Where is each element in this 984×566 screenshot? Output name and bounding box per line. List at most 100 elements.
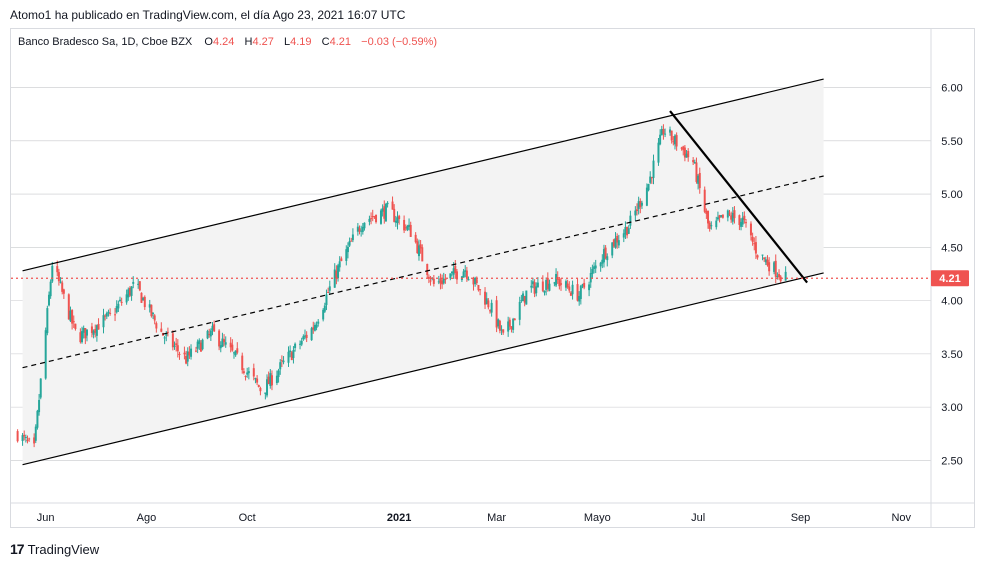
candle-body <box>246 372 249 375</box>
candle-body <box>513 318 516 321</box>
legend-change: −0.03 (−0.59%) <box>361 36 438 48</box>
candle-body <box>683 147 686 158</box>
x-tick-label: Sep <box>791 512 811 524</box>
candle-body <box>153 315 156 321</box>
candle-body <box>408 224 411 227</box>
candle-body <box>763 257 766 260</box>
candle-body <box>280 360 283 362</box>
candle-body <box>406 225 409 230</box>
candle-body <box>437 281 440 283</box>
candle-body <box>455 271 458 280</box>
y-tick-label: 6.00 <box>941 83 962 95</box>
candle-body <box>28 438 31 440</box>
candle-body <box>138 281 141 291</box>
candle-body <box>451 271 454 273</box>
candle-body <box>61 282 64 292</box>
candle-body <box>773 262 776 272</box>
candle-body <box>664 133 667 135</box>
candle-body <box>185 355 188 364</box>
candle-body <box>325 294 328 306</box>
candle-body <box>175 343 178 346</box>
legend-open-value: 4.24 <box>212 36 235 48</box>
candle-body <box>279 362 282 370</box>
candle-body <box>695 162 698 182</box>
candle-body <box>104 315 107 317</box>
candle-body <box>589 272 592 283</box>
candle-body <box>252 368 255 377</box>
candle-body <box>72 321 75 323</box>
x-tick-label: 2021 <box>387 512 411 524</box>
candle-body <box>85 329 88 336</box>
candle-body <box>715 220 718 228</box>
candle-body <box>745 222 748 224</box>
candle-body <box>495 300 498 328</box>
candle-body <box>257 384 260 387</box>
candle-body <box>74 323 77 330</box>
candle-body <box>439 278 442 284</box>
candle-body <box>635 209 638 211</box>
candle-body <box>36 410 39 428</box>
candle-body <box>432 278 435 284</box>
candle-body <box>498 320 501 331</box>
candle-body <box>383 206 386 219</box>
candle-body <box>39 378 42 398</box>
legend-low-label: L <box>284 36 291 48</box>
candle-body <box>142 298 145 301</box>
candle-body <box>266 379 269 396</box>
candle-body <box>231 344 234 351</box>
candle-body <box>409 224 412 237</box>
candle-body <box>487 300 490 308</box>
candle-body <box>533 282 536 294</box>
candle-body <box>569 292 572 296</box>
candle-body <box>79 332 82 343</box>
candle-body <box>730 215 733 220</box>
candle-body <box>176 345 179 352</box>
candle-body <box>479 289 482 291</box>
candle-body <box>571 284 574 295</box>
candle-body <box>56 266 59 273</box>
candle-body <box>449 273 452 279</box>
candle-body <box>340 258 343 262</box>
candle-body <box>393 208 396 222</box>
candle-body <box>502 329 505 333</box>
candle-body <box>171 333 174 348</box>
last-price-label: 4.21 <box>939 273 960 285</box>
tradingview-logo[interactable]: 17 TradingView <box>10 541 99 557</box>
candle-body <box>137 283 140 285</box>
candle-body <box>721 214 724 218</box>
y-tick-label: 5.00 <box>941 189 962 201</box>
candle-body <box>634 210 637 216</box>
candle-body <box>119 299 122 301</box>
candle-body <box>467 279 470 281</box>
candle-body <box>398 215 401 219</box>
candle-body <box>213 324 216 332</box>
candle-body <box>236 348 239 353</box>
candle-body <box>583 282 586 288</box>
candle-body <box>512 318 515 330</box>
candle-body <box>716 217 719 220</box>
candle-body <box>23 434 26 437</box>
candle-body <box>670 130 673 141</box>
candle-body <box>579 285 582 299</box>
last-price-badge <box>931 270 969 287</box>
downtrend-line <box>669 110 808 284</box>
candle-body <box>269 373 272 386</box>
candle-body <box>130 286 133 296</box>
candle-body <box>703 189 706 212</box>
candle-body <box>568 286 571 291</box>
candle-body <box>173 345 176 347</box>
candle-body <box>601 259 604 264</box>
candle-body <box>637 201 640 209</box>
candle-body <box>754 242 757 254</box>
candle-body <box>209 330 212 337</box>
candle-body <box>629 215 632 226</box>
candle-body <box>778 274 781 278</box>
x-tick-label: Jul <box>691 512 705 524</box>
candle-body <box>304 335 307 337</box>
candle-body <box>520 300 523 302</box>
candle-body <box>300 340 303 345</box>
candle-body <box>602 249 605 263</box>
candle-body <box>92 330 95 335</box>
candle-body <box>421 247 424 262</box>
